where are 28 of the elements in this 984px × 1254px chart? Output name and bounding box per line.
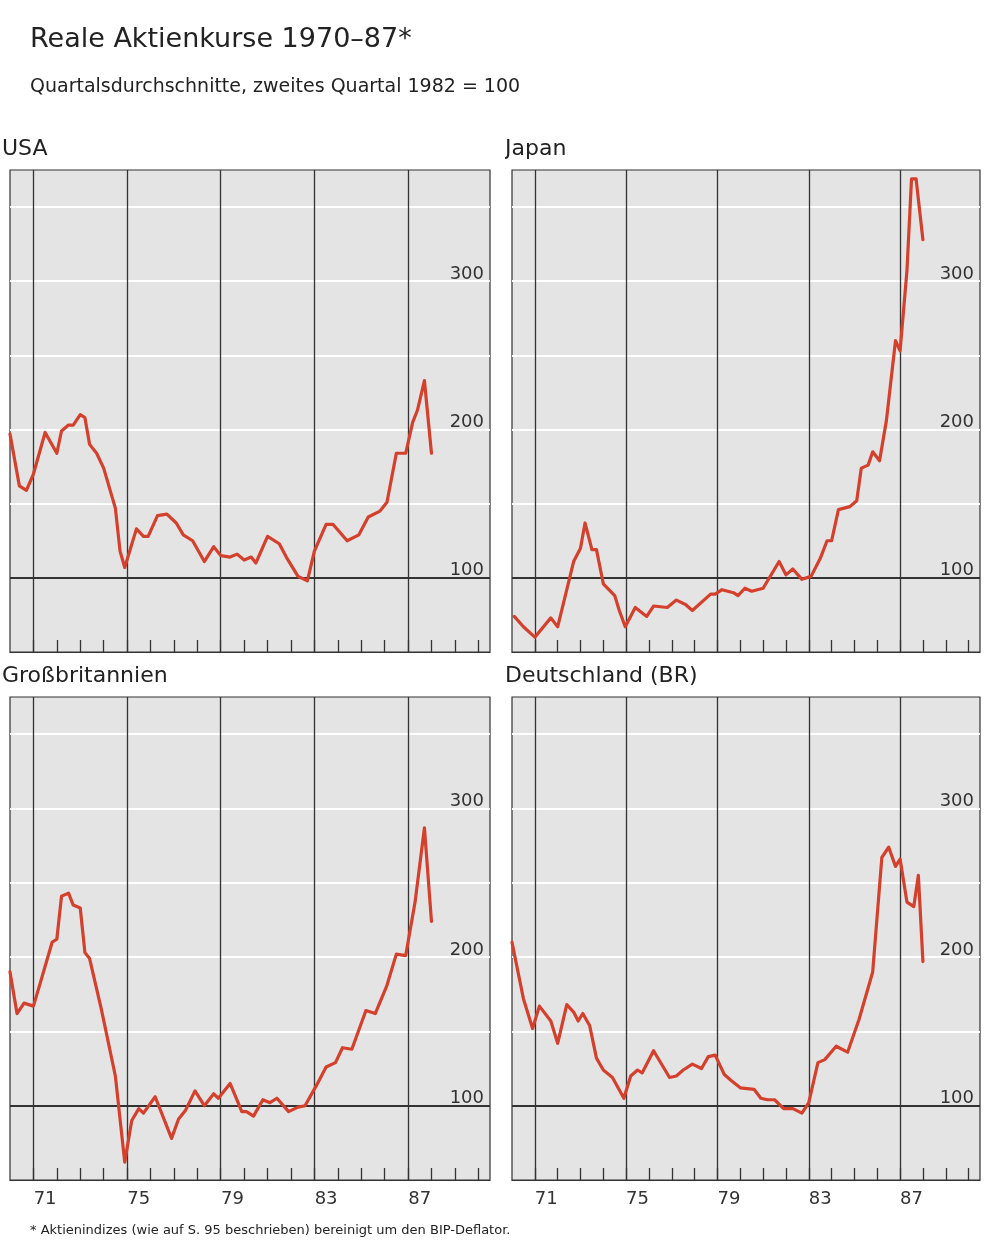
chart-title: Großbritannien [2, 661, 168, 687]
x-tick-label: 83 [808, 1186, 832, 1208]
x-tick-label: 79 [717, 1186, 741, 1208]
chart-title: USA [2, 134, 48, 160]
x-tick-label: 87 [900, 1186, 923, 1208]
x-tick-label: 71 [33, 1186, 57, 1208]
text: * Aktienindizes (wie auf S. 95 beschrieben) bereinigt um den BIP-Deflator. [30, 1222, 511, 1237]
y-tick-label: 200 [939, 410, 974, 432]
y-tick-label: 200 [939, 937, 974, 959]
y-tick-label: 300 [449, 261, 484, 283]
y-tick-label: 100 [939, 1086, 974, 1108]
y-tick-label: 300 [449, 788, 484, 810]
y-tick-label: 200 [449, 410, 484, 432]
x-tick-label: 75 [127, 1186, 151, 1208]
text: Reale Aktienkurse 1970–87* [30, 22, 412, 53]
x-tick-label: 79 [220, 1186, 244, 1208]
x-tick-label: 87 [408, 1186, 432, 1208]
y-tick-label: 100 [449, 1086, 484, 1108]
chart-title: Deutschland (BR) [505, 661, 698, 687]
y-tick-label: 100 [449, 558, 484, 580]
y-tick-label: 300 [939, 788, 974, 810]
text: Quartalsdurchschnitte, zweites Quartal 1982 = 100 [30, 74, 521, 96]
x-tick-label: 71 [534, 1186, 558, 1208]
y-tick-label: 100 [939, 558, 974, 580]
x-tick-label: 83 [314, 1186, 338, 1208]
y-tick-label: 300 [939, 261, 974, 283]
x-tick-label: 75 [626, 1186, 650, 1208]
y-tick-label: 200 [449, 937, 484, 959]
